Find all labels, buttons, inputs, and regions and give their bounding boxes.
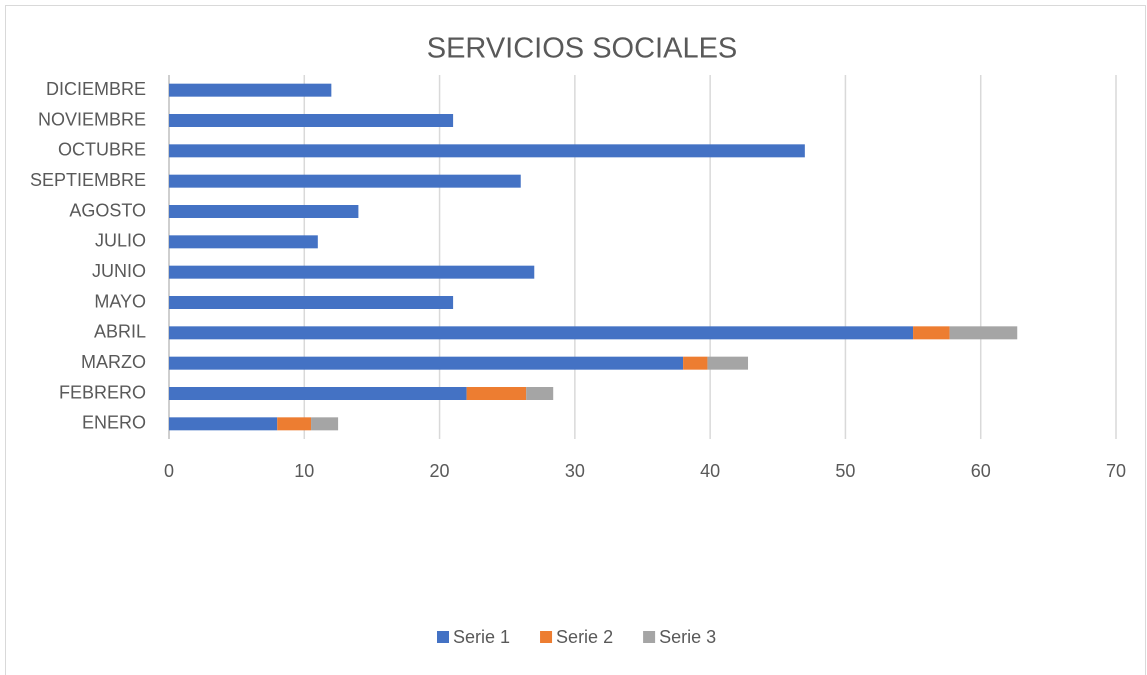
y-tick-label: OCTUBRE	[58, 140, 146, 160]
bar-segment	[949, 326, 1018, 340]
legend-swatch	[643, 631, 656, 643]
x-tick-label: 70	[1106, 461, 1126, 481]
y-tick-label: MAYO	[94, 291, 146, 311]
x-tick-label: 30	[565, 461, 585, 481]
y-tick-label: MARZO	[81, 352, 146, 372]
y-tick-label: JUNIO	[92, 261, 146, 281]
bar-segment	[683, 356, 708, 370]
bar-segment	[169, 83, 332, 97]
x-tick-label: 20	[430, 461, 450, 481]
bar-segment	[169, 114, 454, 127]
x-tick-label: 0	[164, 461, 174, 481]
x-tick-label: 10	[294, 461, 314, 481]
y-tick-label: SEPTIEMBRE	[30, 170, 146, 190]
bar-segment	[466, 387, 527, 400]
bar-segment	[169, 417, 278, 431]
bar-segment	[169, 265, 535, 279]
y-tick-label: JULIO	[95, 231, 146, 251]
bar-segment	[169, 356, 684, 370]
chart-frame	[5, 5, 1146, 675]
y-tick-label: ENERO	[82, 413, 146, 433]
bar-segment	[277, 417, 312, 431]
y-tick-label: NOVIEMBRE	[38, 109, 146, 129]
legend-swatch	[437, 631, 449, 643]
x-tick-label: 40	[700, 461, 720, 481]
bar-segment	[169, 326, 914, 340]
bar-segment	[169, 235, 318, 249]
x-tick-label: 60	[971, 461, 991, 481]
bar-segment	[311, 417, 339, 431]
legend-label: Serie 2	[556, 627, 613, 647]
bar-segment	[169, 296, 454, 309]
bar-segment	[526, 387, 554, 400]
y-tick-label: DICIEMBRE	[46, 79, 146, 99]
x-tick-label: 50	[835, 461, 855, 481]
bar-segment	[169, 174, 521, 188]
y-tick-label: FEBRERO	[59, 382, 146, 402]
bar-segment	[169, 205, 359, 218]
bar-segment	[169, 144, 805, 158]
y-tick-label: ABRIL	[94, 322, 146, 342]
legend-label: Serie 3	[659, 627, 716, 647]
legend-swatch	[540, 631, 553, 643]
bar-segment	[169, 387, 467, 400]
bar-segment	[707, 356, 749, 370]
y-tick-label: AGOSTO	[69, 200, 146, 220]
legend-label: Serie 1	[453, 627, 510, 647]
bar-segment	[913, 326, 950, 340]
chart-title: SERVICIOS SOCIALES	[427, 33, 738, 65]
